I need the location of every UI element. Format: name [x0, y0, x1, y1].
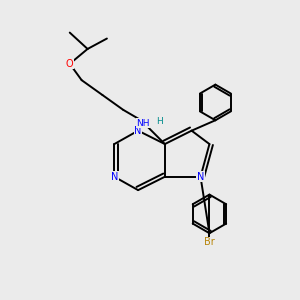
Text: N: N — [197, 172, 204, 182]
Text: Br: Br — [204, 237, 215, 247]
Text: H: H — [156, 117, 163, 126]
Text: N: N — [111, 172, 118, 182]
Text: O: O — [66, 59, 74, 69]
Text: NH: NH — [136, 119, 150, 128]
Text: N: N — [134, 126, 142, 136]
